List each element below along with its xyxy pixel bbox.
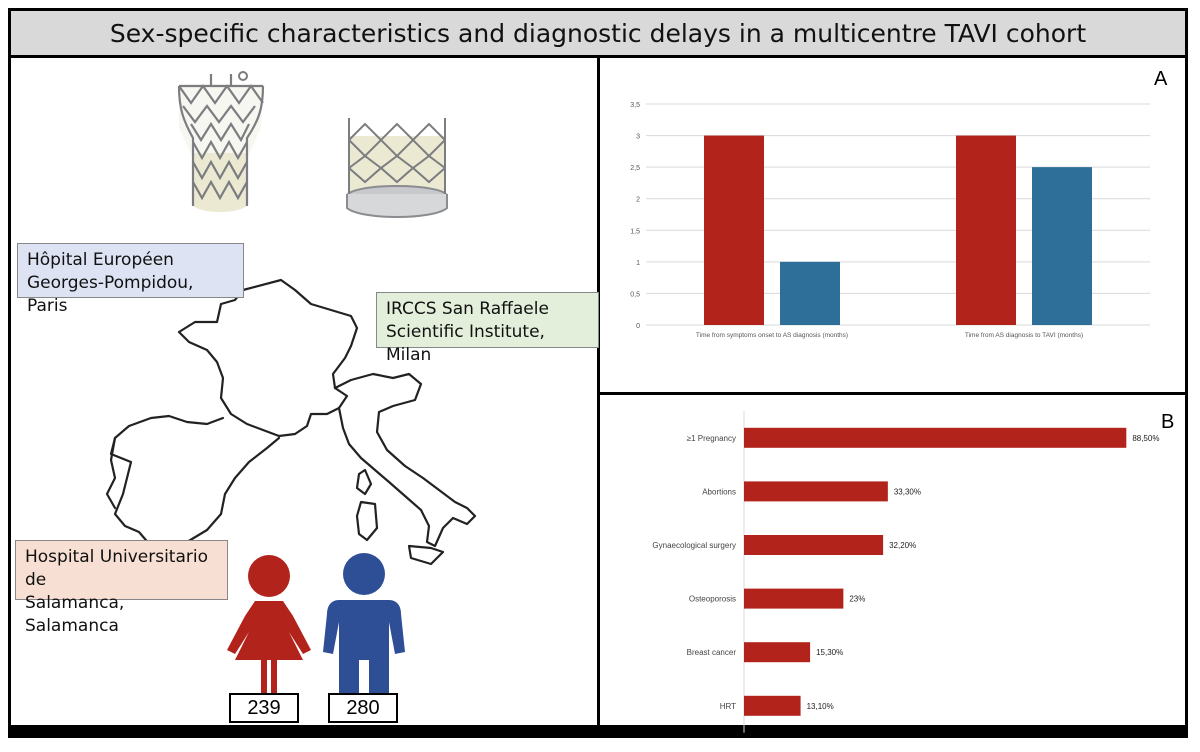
chart-b-value-label: 88,50% bbox=[1132, 434, 1159, 443]
chart-b-bar bbox=[744, 481, 888, 502]
site-salamanca-line1: Hospital Universitario de bbox=[25, 547, 208, 590]
men-count: 280 bbox=[328, 693, 398, 723]
bottom-border bbox=[11, 725, 1185, 735]
left-illustration bbox=[105, 71, 477, 702]
chart-a-ytick: 1,5 bbox=[630, 228, 640, 235]
site-milan-line1: IRCCS San Raffaele bbox=[386, 299, 549, 319]
panel-label-a: A bbox=[1154, 68, 1168, 90]
women-count: 239 bbox=[229, 693, 299, 723]
horizontal-divider bbox=[600, 392, 1185, 395]
chart-a-bar-men bbox=[1032, 167, 1092, 325]
site-box-paris: Hôpital Européen Georges-Pompidou, Paris bbox=[17, 243, 244, 316]
chart-a-bar-men bbox=[780, 261, 840, 325]
chart-a-ytick: 2 bbox=[636, 197, 640, 204]
self-expanding-valve-icon bbox=[177, 71, 265, 212]
chart-a-bar-women bbox=[704, 135, 764, 325]
chart-b-bar bbox=[744, 642, 811, 663]
female-figure-icon bbox=[227, 555, 311, 702]
chart-b-category-label: HRT bbox=[720, 702, 736, 711]
chart-a-category-label: Time from symptoms onset to AS diagnosis… bbox=[696, 332, 848, 339]
chart-b-value-label: 15,30% bbox=[816, 648, 843, 657]
chart-a-category-label: Time from AS diagnosis to TAVI (months) bbox=[965, 332, 1083, 339]
site-paris-line2: Georges-Pompidou, Paris bbox=[27, 273, 194, 316]
chart-a-diagnostic-delays: 0 0,5 1 1,5 2 2,5 3 3,5 Time from symptoms onset… bbox=[630, 102, 1150, 339]
balloon-expandable-valve-icon bbox=[346, 118, 448, 218]
male-figure-icon bbox=[323, 553, 405, 702]
chart-a-ytick: 1 bbox=[636, 260, 640, 267]
chart-a-ytick: 3 bbox=[636, 134, 640, 141]
chart-a-ytick: 2,5 bbox=[630, 165, 640, 172]
chart-b-value-label: 33,30% bbox=[894, 487, 921, 496]
chart-b-value-label: 13,10% bbox=[807, 702, 834, 711]
site-box-milan: IRCCS San Raffaele Scientific Institute,… bbox=[376, 292, 599, 365]
title-bar: Sex-specific characteristics and diagnos… bbox=[11, 11, 1185, 58]
page-title: Sex-specific characteristics and diagnos… bbox=[109, 18, 1087, 48]
site-milan-line2: Scientific Institute, Milan bbox=[386, 322, 545, 365]
site-paris-line1: Hôpital Européen bbox=[27, 250, 174, 270]
chart-a-ytick: 3,5 bbox=[630, 102, 640, 109]
site-box-salamanca: Hospital Universitario de Salamanca, Sal… bbox=[15, 540, 228, 636]
infographic-frame: Sex-specific characteristics and diagnos… bbox=[8, 8, 1188, 738]
chart-b-category-label: Gynaecological surgery bbox=[652, 541, 736, 550]
chart-a-bar-women bbox=[956, 135, 1016, 325]
chart-b-bar bbox=[744, 427, 1127, 448]
vertical-divider bbox=[597, 58, 600, 735]
chart-b-gynaecological-history: ≥1 Pregnancy 88,50% Abortions 33,30% Gynaeco… bbox=[652, 411, 1159, 733]
chart-b-category-label: Osteoporosis bbox=[689, 595, 736, 604]
western-europe-map bbox=[105, 278, 477, 566]
chart-b-category-label: Breast cancer bbox=[687, 648, 737, 657]
site-salamanca-line2: Salamanca, Salamanca bbox=[25, 593, 125, 636]
chart-b-bar bbox=[744, 535, 884, 555]
chart-b-bar bbox=[744, 695, 801, 716]
chart-b-category-label: Abortions bbox=[702, 487, 736, 496]
chart-a-ytick: 0 bbox=[636, 323, 640, 330]
chart-b-value-label: 23% bbox=[849, 595, 865, 604]
chart-b-bar bbox=[744, 588, 844, 609]
panel-label-b: B bbox=[1161, 411, 1175, 433]
chart-b-value-label: 32,20% bbox=[889, 541, 916, 550]
chart-a-ytick: 0,5 bbox=[630, 291, 640, 298]
chart-b-category-label: ≥1 Pregnancy bbox=[687, 434, 736, 443]
